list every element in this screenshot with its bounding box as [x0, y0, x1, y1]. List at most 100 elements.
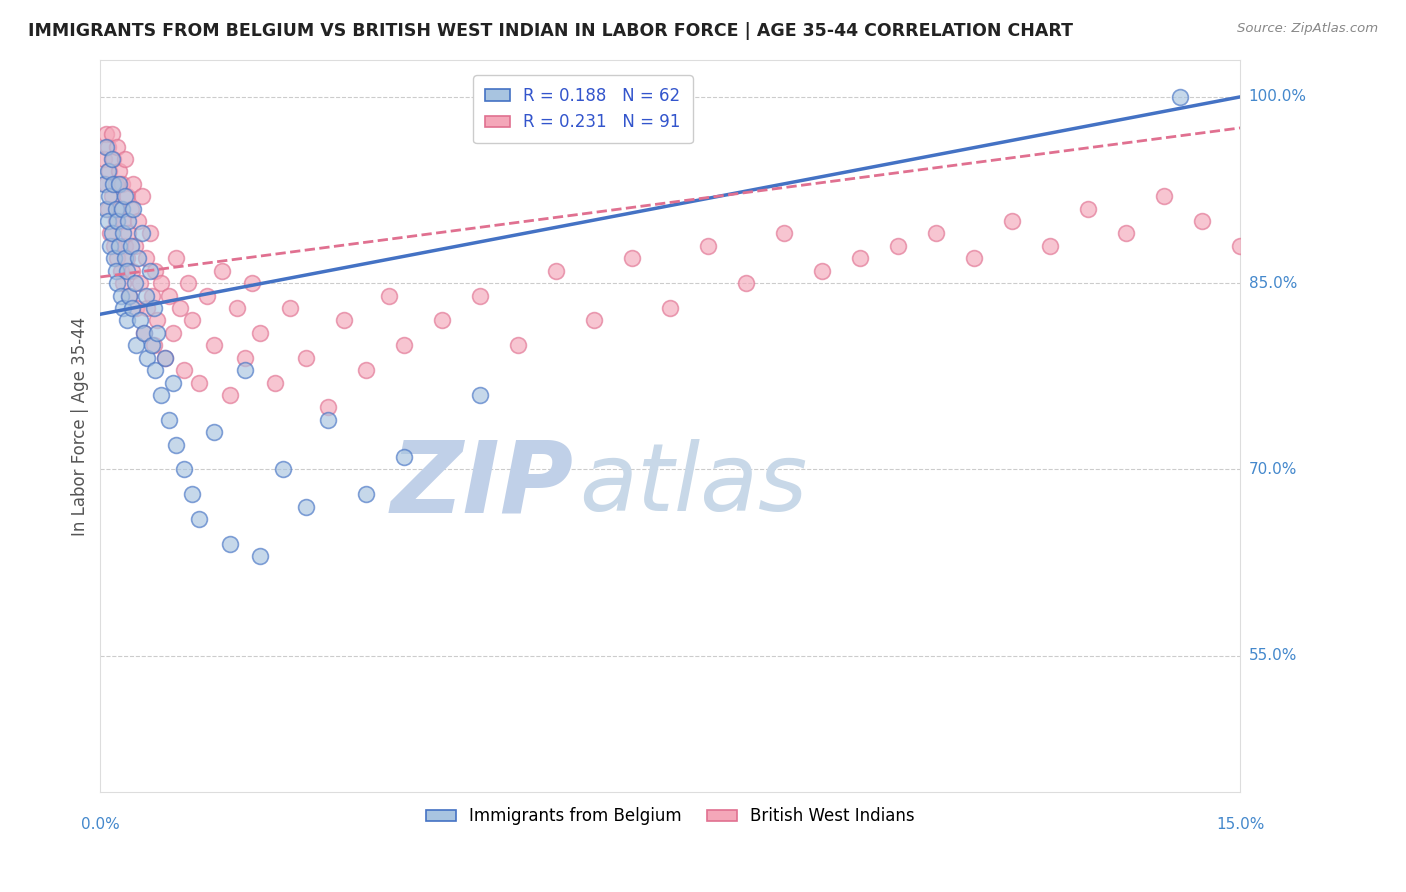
Point: [146, 326, 169, 340]
Point: [120, 239, 142, 253]
Point: [135, 252, 157, 266]
Point: [121, 264, 143, 278]
Point: [131, 189, 153, 203]
Point: [432, 313, 454, 327]
Point: [108, 164, 131, 178]
Legend: Immigrants from Belgium, British West Indians: Immigrants from Belgium, British West In…: [416, 797, 925, 836]
Point: [202, 338, 225, 352]
Point: [105, 139, 128, 153]
Point: [122, 202, 145, 216]
Point: [1229, 239, 1251, 253]
Point: [240, 276, 263, 290]
Point: [125, 301, 148, 315]
Point: [112, 301, 135, 315]
Point: [1039, 239, 1062, 253]
Point: [470, 288, 492, 302]
Text: atlas: atlas: [579, 439, 807, 530]
Point: [153, 351, 176, 365]
Point: [122, 177, 145, 191]
Point: [100, 152, 122, 166]
Point: [294, 351, 316, 365]
Point: [583, 313, 606, 327]
Point: [508, 338, 530, 352]
Point: [139, 227, 162, 241]
Point: [356, 363, 378, 377]
Point: [100, 227, 122, 241]
Point: [100, 127, 122, 141]
Point: [849, 252, 872, 266]
Point: [195, 288, 218, 302]
Point: [103, 177, 125, 191]
Point: [112, 214, 135, 228]
Point: [173, 462, 195, 476]
Point: [162, 326, 184, 340]
Point: [96, 202, 118, 216]
Point: [887, 239, 910, 253]
Point: [394, 450, 416, 464]
Point: [165, 252, 187, 266]
Point: [226, 301, 249, 315]
Point: [169, 301, 191, 315]
Point: [93, 177, 115, 191]
Point: [136, 301, 159, 315]
Point: [143, 264, 166, 278]
Text: 70.0%: 70.0%: [1249, 462, 1296, 477]
Point: [128, 313, 150, 327]
Point: [211, 264, 233, 278]
Point: [105, 252, 128, 266]
Point: [127, 252, 149, 266]
Y-axis label: In Labor Force | Age 35-44: In Labor Force | Age 35-44: [72, 317, 89, 535]
Point: [96, 177, 118, 191]
Point: [103, 152, 125, 166]
Point: [218, 537, 240, 551]
Point: [105, 276, 128, 290]
Point: [93, 152, 115, 166]
Point: [963, 252, 986, 266]
Point: [1191, 214, 1213, 228]
Point: [146, 313, 169, 327]
Point: [735, 276, 758, 290]
Point: [125, 338, 148, 352]
Point: [117, 214, 139, 228]
Point: [218, 388, 240, 402]
Point: [114, 152, 136, 166]
Point: [111, 177, 134, 191]
Point: [104, 264, 127, 278]
Point: [100, 189, 122, 203]
Point: [127, 214, 149, 228]
Point: [141, 338, 163, 352]
Point: [132, 326, 155, 340]
Point: [318, 413, 340, 427]
Point: [271, 462, 294, 476]
Point: [1153, 189, 1175, 203]
Point: [233, 363, 256, 377]
Point: [294, 500, 316, 514]
Point: [120, 202, 142, 216]
Point: [378, 288, 401, 302]
Point: [114, 239, 136, 253]
Point: [104, 214, 127, 228]
Point: [111, 202, 134, 216]
Point: [332, 313, 354, 327]
Point: [188, 376, 211, 390]
Point: [97, 139, 120, 153]
Point: [157, 288, 180, 302]
Point: [150, 276, 173, 290]
Point: [773, 227, 796, 241]
Point: [180, 487, 202, 501]
Point: [124, 276, 146, 290]
Point: [141, 288, 163, 302]
Point: [139, 264, 162, 278]
Point: [98, 164, 121, 178]
Text: Source: ZipAtlas.com: Source: ZipAtlas.com: [1237, 22, 1378, 36]
Point: [104, 177, 127, 191]
Point: [97, 214, 120, 228]
Point: [97, 164, 120, 178]
Point: [112, 276, 135, 290]
Point: [202, 425, 225, 440]
Point: [142, 338, 165, 352]
Point: [114, 252, 136, 266]
Point: [697, 239, 720, 253]
Point: [143, 363, 166, 377]
Point: [131, 227, 153, 241]
